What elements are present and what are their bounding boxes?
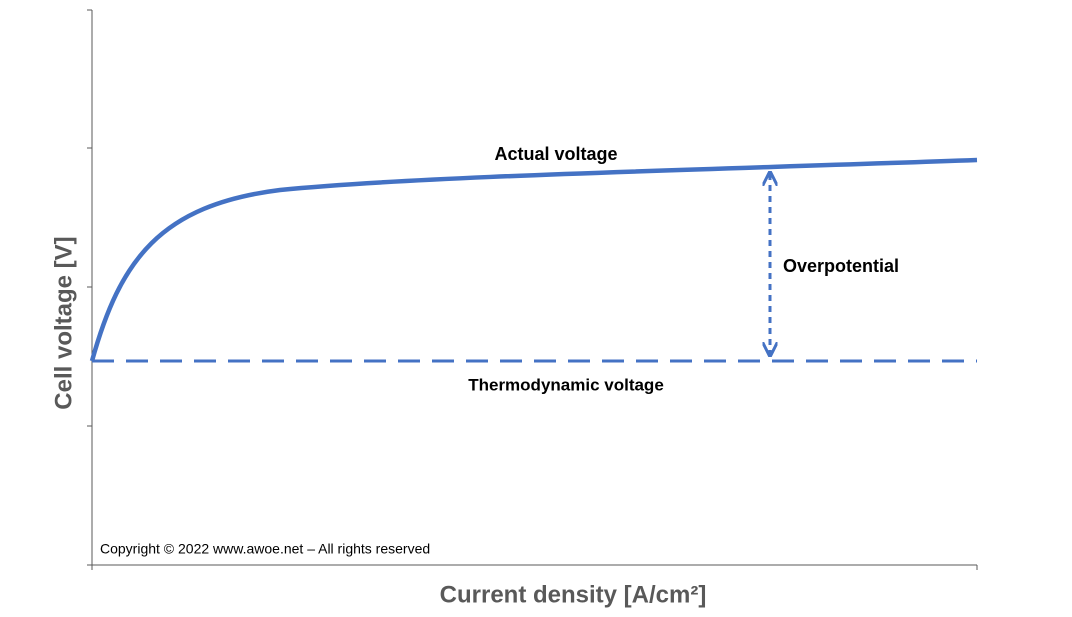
x-axis-label: Current density [A/cm²] [440, 581, 707, 608]
copyright: Copyright © 2022 www.awoe.net – All righ… [100, 541, 430, 557]
label-thermodynamic: Thermodynamic voltage [468, 375, 664, 394]
axes [87, 9, 978, 570]
label-actual: Actual voltage [494, 144, 617, 164]
label-overpotential: Overpotential [783, 256, 899, 276]
y-axis-label: Cell voltage [V] [50, 236, 77, 409]
actual-curve [89, 157, 978, 362]
